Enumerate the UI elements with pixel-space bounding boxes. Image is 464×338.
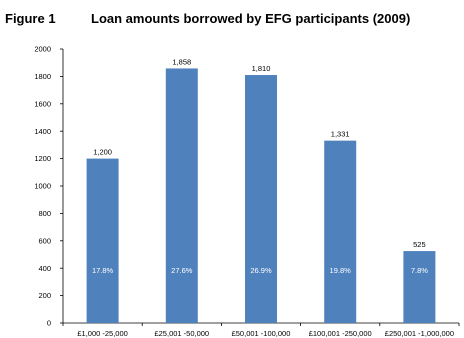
y-tick-label: 600: [38, 236, 51, 245]
chart-bars: [86, 68, 436, 323]
x-category-label: £100,001 -250,000: [309, 329, 372, 338]
bar-value-label: 1,331: [331, 130, 350, 139]
x-category-label: £25,001 -50,000: [154, 329, 209, 338]
chart-axes: 0 200 400 600 800 1000 1200 1400 1600 1800 2000: [34, 45, 460, 328]
y-tick-label: 400: [38, 264, 51, 273]
x-category-label: £50,001 -100,000: [232, 329, 291, 338]
y-tick-label: 0: [47, 319, 51, 328]
bar-value-label: 1,810: [252, 64, 271, 73]
chart-labels: 1,200 17.8% £1,000 -25,000 1,858 27.6% £25,00…: [77, 57, 454, 338]
bar: [165, 68, 198, 323]
y-tick-label: 800: [38, 209, 51, 218]
y-tick-label: 1800: [34, 72, 51, 81]
bar: [324, 140, 357, 323]
bar-share-label: 7.8%: [411, 266, 428, 275]
y-tick-label: 1000: [34, 182, 51, 191]
bar: [403, 251, 436, 323]
bar-value-label: 1,858: [172, 57, 191, 66]
y-tick-label: 1200: [34, 154, 51, 163]
bar-share-label: 26.9%: [250, 266, 272, 275]
bar-value-label: 525: [413, 240, 426, 249]
figure-header: Figure 1 Loan amounts borrowed by EFG pa…: [5, 11, 459, 29]
x-category-label: £250,001 -1,000,000: [385, 329, 454, 338]
bar-share-label: 19.8%: [330, 266, 352, 275]
y-tick-label: 1400: [34, 127, 51, 136]
chart-title: Loan amounts borrowed by EFG participant…: [91, 11, 411, 26]
bar-share-label: 17.8%: [92, 266, 114, 275]
y-tick-label: 2000: [34, 45, 51, 54]
bar: [245, 75, 277, 323]
bar-value-label: 1,200: [93, 148, 112, 157]
bar: [86, 158, 119, 323]
y-tick-label: 200: [38, 291, 51, 300]
y-tick-label: 1600: [34, 99, 51, 108]
bar-share-label: 27.6%: [171, 266, 193, 275]
figure-label: Figure 1: [5, 11, 56, 26]
x-category-label: £1,000 -25,000: [77, 329, 127, 338]
